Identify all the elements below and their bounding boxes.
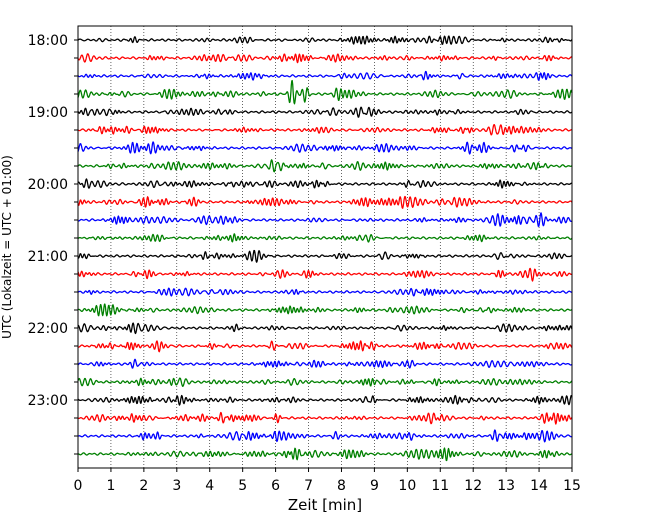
trace-row-8 (77, 178, 573, 189)
trace-row-19 (77, 377, 573, 387)
y-tick-label: 23:00 (28, 393, 68, 409)
x-tick-label: 5 (238, 478, 247, 494)
x-tick-label: 0 (74, 478, 83, 494)
y-axis: 18:00 19:00 20:00 21:00 22:00 23:00 (28, 33, 78, 455)
trace-row-9 (77, 195, 573, 209)
x-tick-label: 1 (106, 478, 115, 494)
y-tick-label: 22:00 (28, 321, 68, 337)
trace-row-10 (77, 212, 573, 227)
y-tick-label: 18:00 (28, 33, 68, 49)
trace-row-16 (77, 322, 573, 335)
x-tick-label: 4 (205, 478, 214, 494)
trace-row-6 (77, 141, 573, 155)
trace-row-11 (77, 233, 573, 243)
trace-row-4 (77, 106, 573, 118)
trace-row-17 (77, 340, 573, 353)
y-tick-label: 20:00 (28, 177, 68, 193)
trace-row-21 (77, 411, 573, 425)
x-axis: 0 1 2 3 4 5 6 7 8 9 10 11 12 13 14 15 (74, 468, 581, 494)
x-tick-label: 10 (398, 478, 416, 494)
trace-row-20 (77, 394, 573, 406)
trace-row-5 (77, 123, 573, 136)
y-tick-label: 21:00 (28, 249, 68, 265)
x-tick-label: 12 (464, 478, 482, 494)
trace-row-23 (77, 447, 573, 462)
trace-row-3 (77, 79, 573, 105)
trace-row-22 (77, 429, 573, 443)
y-axis-label: UTC (Lokalzeit = UTC + 01:00) (0, 155, 14, 339)
trace-row-14 (77, 287, 573, 297)
trace-row-1 (77, 53, 573, 64)
x-tick-label: 13 (497, 478, 515, 494)
x-tick-label: 7 (304, 478, 313, 494)
traces (77, 35, 573, 462)
trace-row-13 (77, 267, 573, 282)
x-axis-label: Zeit [min] (288, 496, 362, 514)
x-tick-label: 15 (563, 478, 581, 494)
trace-row-18 (77, 358, 573, 369)
x-tick-label: 8 (337, 478, 346, 494)
x-tick-label: 9 (370, 478, 379, 494)
x-tick-label: 2 (139, 478, 148, 494)
trace-row-0 (77, 35, 573, 45)
x-tick-label: 11 (431, 478, 449, 494)
x-tick-label: 6 (271, 478, 280, 494)
x-tick-label: 14 (530, 478, 548, 494)
plot-frame (77, 25, 573, 469)
trace-row-2 (77, 70, 573, 81)
x-tick-label: 3 (172, 478, 181, 494)
trace-row-15 (77, 303, 573, 317)
y-tick-label: 19:00 (28, 105, 68, 121)
trace-row-12 (77, 249, 573, 263)
trace-row-7 (77, 159, 573, 173)
